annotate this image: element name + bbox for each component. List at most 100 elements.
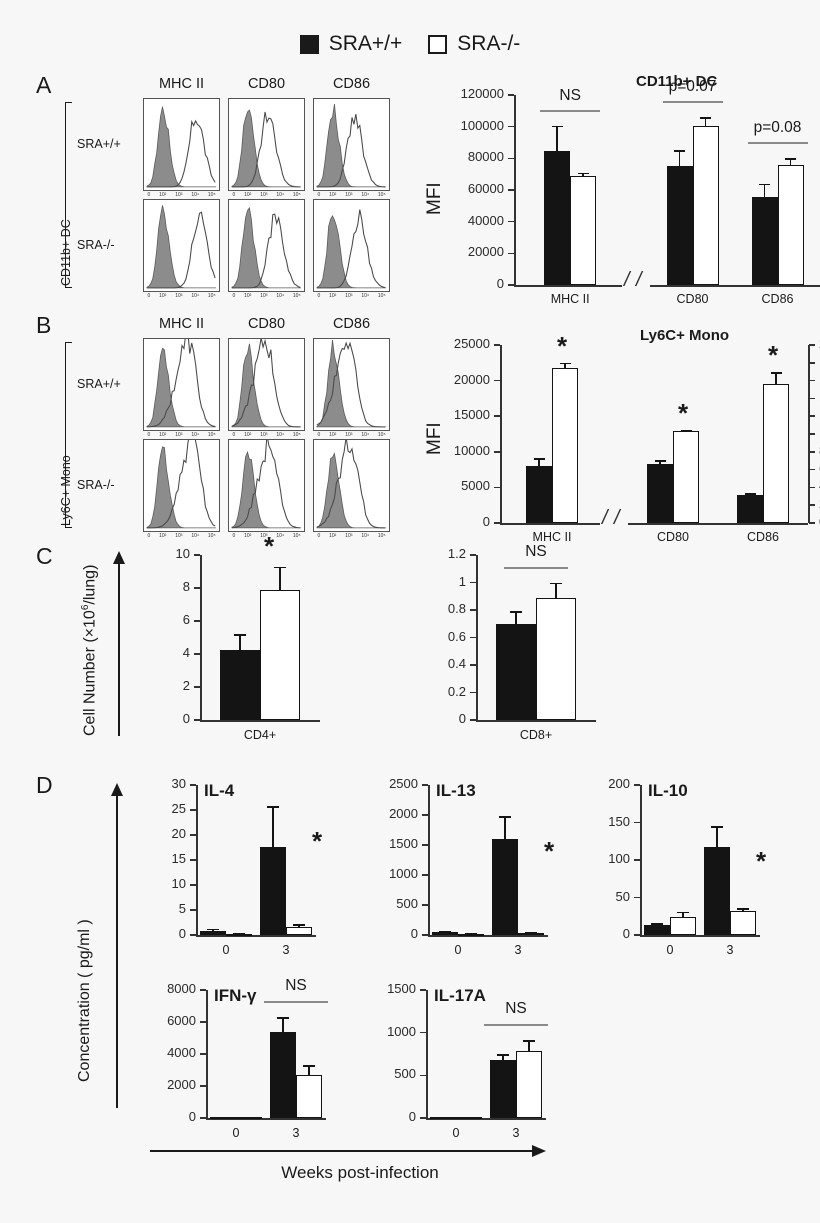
y-tick	[634, 859, 640, 861]
left-y-tick-label: 20000	[453, 371, 490, 387]
y-tick-label: 1000	[387, 1023, 416, 1039]
y-tick	[190, 859, 196, 861]
y-tick	[200, 1085, 206, 1087]
y-tick	[422, 904, 428, 906]
bar-white	[552, 367, 578, 523]
error-bar-cap	[277, 1017, 289, 1019]
flow-axis-ticks: 0 10² 10³ 10⁴ 10⁵	[232, 432, 301, 438]
flow-row-label: SRA-/-	[77, 478, 115, 493]
error-bar-cap	[217, 1116, 229, 1119]
category-label: 3	[512, 1126, 520, 1140]
left-y-tick	[494, 415, 500, 417]
flow-histogram	[143, 338, 220, 431]
right-y-tick	[809, 415, 815, 417]
significance-asterisk: *	[678, 397, 689, 428]
error-bar-cap	[674, 150, 685, 152]
right-y-tick	[809, 344, 815, 346]
error-bar-cap	[551, 125, 563, 128]
y-tick	[422, 784, 428, 786]
error-bar-cap	[243, 1117, 255, 1119]
left-y-tick-label: 15000	[453, 407, 490, 423]
y-tick	[190, 909, 196, 911]
y-tick-label: 100	[608, 851, 630, 866]
y-tick-label: 10	[171, 876, 186, 891]
category-label: 3	[292, 1126, 300, 1140]
bar-black	[260, 847, 286, 935]
y-tick	[190, 934, 196, 936]
category-label: 0	[452, 1126, 460, 1140]
y-tick	[634, 784, 640, 786]
error-bar-cap	[711, 826, 723, 828]
y-tick-label: 1	[458, 573, 466, 589]
x-axis-line	[206, 1118, 326, 1120]
left-y-tick-label: 25000	[453, 336, 490, 351]
significance-line	[662, 101, 723, 104]
error-bar	[763, 183, 766, 197]
category-label: CD86	[747, 530, 779, 544]
error-bar	[538, 458, 540, 467]
error-bar-cap	[651, 923, 663, 925]
flow-axis-ticks: 0 10² 10³ 10⁴ 10⁵	[147, 533, 216, 539]
category-label: 3	[726, 943, 734, 957]
y-tick	[470, 636, 476, 639]
significance-line	[540, 109, 601, 112]
left-y-tick-label: 5000	[461, 478, 490, 494]
flow-histogram	[143, 98, 220, 191]
left-y-tick	[508, 94, 514, 96]
y-tick	[422, 934, 428, 936]
y-axis-line	[426, 990, 428, 1118]
y-tick-label: 25	[171, 801, 186, 816]
error-bar-cap	[577, 172, 589, 175]
error-bar-cap	[785, 158, 796, 160]
bar-black	[496, 623, 536, 720]
y-tick-label: 30	[171, 776, 186, 791]
flow-histogram	[228, 199, 305, 292]
y-tick	[634, 821, 640, 824]
y-tick	[634, 896, 640, 899]
left-y-tick-label: 120000	[460, 86, 504, 101]
significance-asterisk: *	[544, 836, 555, 867]
error-bar	[279, 566, 281, 590]
category-label: 0	[666, 943, 674, 957]
error-bar	[564, 362, 566, 368]
bar-white	[286, 926, 312, 935]
error-bar	[678, 150, 681, 166]
error-bar-cap	[267, 806, 279, 808]
panel-d-xaxis: Weeks post-infection	[150, 1145, 570, 1205]
chart-title: IL-13	[436, 781, 476, 800]
y-tick	[634, 934, 640, 936]
left-y-tick-label: 10000	[453, 442, 490, 458]
y-tick	[190, 884, 196, 886]
error-bar-cap	[759, 183, 770, 186]
panel-letter-b: B	[36, 312, 52, 338]
category-label: 0	[454, 943, 462, 957]
error-bar-cap	[550, 582, 562, 585]
bar-black	[647, 463, 673, 523]
y-tick	[422, 844, 428, 846]
bar-black	[737, 494, 763, 523]
y-tick	[190, 834, 196, 836]
x-axis-line	[200, 720, 320, 722]
left-y-tick-label: 40000	[467, 212, 504, 228]
significance-asterisk: *	[768, 340, 779, 371]
left-y-tick	[508, 220, 514, 223]
error-bar-cap	[523, 1039, 535, 1042]
bar-black	[644, 925, 670, 935]
error-bar	[704, 117, 707, 127]
error-bar	[716, 826, 718, 848]
flow-axis-ticks: 0 10² 10³ 10⁴ 10⁵	[317, 192, 386, 198]
concentration-axis-label: Concentration ( pg/ml )	[76, 919, 93, 1082]
bar-white	[670, 917, 696, 935]
y-tick-label: 0	[410, 926, 418, 941]
bar-black	[270, 1031, 296, 1118]
open-square-icon	[428, 34, 448, 54]
category-label: MHC II	[550, 292, 590, 306]
panel-b-chart-title: Ly6C+ Mono	[640, 327, 730, 344]
bar-black	[544, 151, 571, 285]
left-x-axis-line	[500, 523, 600, 525]
right-y-axis-line	[808, 345, 810, 523]
y-tick-label: 0.6	[447, 628, 466, 644]
axis-break-icon: /	[636, 269, 642, 291]
panel-d-il17a-chart: 0 500 1000 1500 0 3 NS IL-17A	[370, 981, 566, 1160]
category-label: CD80	[657, 530, 689, 544]
